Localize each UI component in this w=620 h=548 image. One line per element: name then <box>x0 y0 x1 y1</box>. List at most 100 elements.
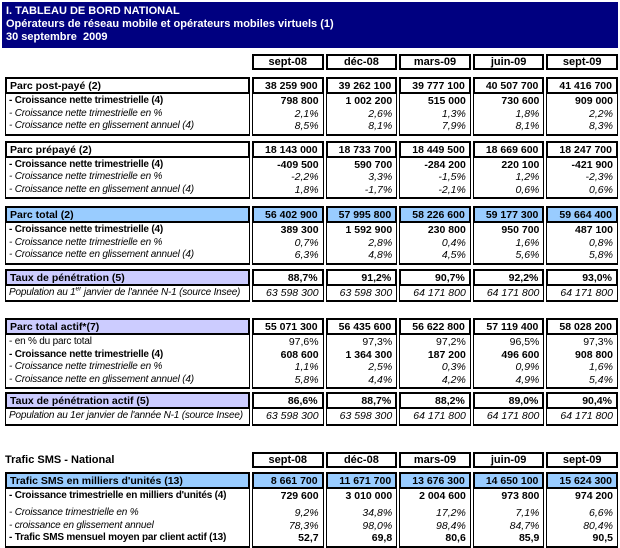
report-subtitle: Opérateurs de réseau mobile et opérateur… <box>6 18 334 30</box>
body-value-column: 515 000 1,3% 7,9% <box>399 94 471 136</box>
block-title-value: 15 624 300 <box>546 471 618 489</box>
block-title-label: Parc prépayé (2) <box>5 140 250 158</box>
month-header: sept-08 <box>252 54 324 70</box>
cell-value: 1 364 300 <box>345 348 393 361</box>
cell-value: 0,8% <box>589 236 613 249</box>
body-value-column: 950 700 1,6% 5,6% <box>472 223 545 265</box>
row-label: - Croissance nette trimestrielle en % <box>9 171 163 182</box>
body-value-column: 590 700 3,3% -1,7% <box>325 157 398 199</box>
block-title-label: Parc total (2) <box>5 206 250 223</box>
months-header-row: Trafic SMS - National sept-08 déc-08 mars-0… <box>5 451 618 468</box>
cell-value: 5,8% <box>589 249 613 261</box>
block-body: - Croissance nette trimestrielle (4) - Cr… <box>5 223 618 265</box>
block-title-value: 18 733 700 <box>325 140 398 158</box>
body-value-column: 97,2% 187 200 0,3% 4,2% <box>399 335 471 389</box>
block-title-value: 59 177 300 <box>472 206 545 223</box>
cell-value: 97,3% <box>362 336 393 348</box>
block-title-value: 56 622 800 <box>399 318 471 335</box>
block-parc-total-actif: Parc total actif*(7) 55 071 300 56 435 600… <box>5 318 618 389</box>
body-label-column: - Croissance nette trimestrielle (4) - Cr… <box>5 223 250 265</box>
block-title-value: 57 119 400 <box>472 318 545 335</box>
block-title-label: Parc total actif*(7) <box>5 318 250 335</box>
body-value-column: 63 598 300 <box>325 409 398 426</box>
body-value-column: 2 004 600 17,2% 98,4% 80,6 <box>399 488 471 548</box>
body-value-column: 730 600 1,8% 8,1% <box>472 94 545 136</box>
month-header: juin-09 <box>472 54 545 70</box>
body-value-column: 973 800 7,1% 84,7% 85,9 <box>472 488 545 548</box>
body-label-column: - Croissance nette trimestrielle (4) - Cr… <box>5 94 250 136</box>
body-value-column: 97,3% 908 800 1,6% 5,4% <box>546 335 618 389</box>
sms-section-label: Trafic SMS - National <box>5 453 115 466</box>
block-parc-total: Parc total (2) 56 402 900 57 995 800 58 226… <box>5 206 618 265</box>
block-title-value: 59 664 400 <box>546 206 618 223</box>
cell-value: 908 800 <box>575 348 613 361</box>
cell-value: 1,3% <box>441 107 466 120</box>
row-label: - Croissance nette en glissement annuel … <box>9 183 194 195</box>
body-value-column: 3 010 000 34,8% 98,0% 69,8 <box>325 488 398 548</box>
cell-value: 389 300 <box>280 224 319 236</box>
block-title-value: 18 669 600 <box>472 140 545 158</box>
block-title-value: 57 995 800 <box>325 206 398 223</box>
cell-value: 8,5% <box>294 120 319 132</box>
cell-value: 80,6 <box>445 532 466 544</box>
cell-value: 4,9% <box>515 373 540 386</box>
row-label: Population au 1er janvier de l'année N-1… <box>9 410 243 421</box>
cell-value: 0,3% <box>441 361 466 373</box>
block-title-row: Parc total (2) 56 402 900 57 995 800 58 226… <box>5 206 618 223</box>
cell-value: 0,7% <box>294 236 319 249</box>
cell-value: 4,8% <box>368 249 393 261</box>
cell-value: 2 004 600 <box>419 489 466 502</box>
block-title-value: 92,2% <box>472 268 545 286</box>
row-label: - Trafic SMS mensuel moyen par client ac… <box>9 532 227 543</box>
block-title-value: 91,2% <box>325 268 398 286</box>
block-title-row: Taux de pénétration (5) 88,7% 91,2% 90,7% 92… <box>5 268 618 286</box>
month-header: sept-09 <box>546 451 618 468</box>
block-title-value: 88,7% <box>325 392 398 409</box>
body-value-column: 64 171 800 <box>472 285 545 302</box>
cell-value: 2,1% <box>294 107 319 120</box>
cell-value: 2,2% <box>589 107 613 120</box>
block-title-label: Taux de pénétration actif (5) <box>5 392 250 409</box>
block-body: - Croissance nette trimestrielle (4) - Cr… <box>5 94 618 136</box>
row-label: - Croissance nette trimestrielle en % <box>9 236 163 248</box>
cell-value: -1,5% <box>438 171 466 183</box>
row-label: - Croissance nette trimestrielle en % <box>9 361 163 372</box>
superscript: er <box>75 286 82 293</box>
cell-value: 1,2% <box>515 171 540 183</box>
cell-value: 4,2% <box>441 373 466 386</box>
cell-value: 230 800 <box>427 224 466 236</box>
block-title-row: Taux de pénétration actif (5) 86,6% 88,7% 8… <box>5 392 618 409</box>
cell-value: -409 500 <box>277 158 319 171</box>
block-title-value: 18 143 000 <box>252 140 324 158</box>
body-value-column: 64 171 800 <box>546 285 618 302</box>
cell-value: 98,4% <box>436 519 466 532</box>
block-body: - Croissance trimestrielle en milliers d… <box>5 488 618 548</box>
block-title-value: 56 435 600 <box>325 318 398 335</box>
block-title-label: Taux de pénétration (5) <box>5 268 250 286</box>
block-title-value: 40 507 700 <box>472 77 545 94</box>
cell-value: 85,9 <box>518 532 540 544</box>
block-title-value: 86,6% <box>252 392 324 409</box>
block-parc-post-paye: Parc post-payé (2) 38 259 900 39 262 100 39… <box>5 77 618 136</box>
block-title-value: 8 661 700 <box>252 471 324 489</box>
block-title-value: 88,7% <box>252 268 324 286</box>
cell-value: 9,2% <box>294 507 319 519</box>
row-label: - Croissance nette en glissement annuel … <box>9 120 194 131</box>
row-label: - croissance en glissement annuel <box>9 519 154 531</box>
cell-value: -2,2% <box>291 171 319 183</box>
block-taux-penetration: Taux de pénétration (5) 88,7% 91,2% 90,7% 92… <box>5 268 618 302</box>
cell-value: 909 000 <box>575 95 613 107</box>
block-title-value: 88,2% <box>399 392 471 409</box>
body-value-column: -409 500 -2,2% 1,8% <box>252 157 324 199</box>
body-label-column: - en % du parc total - Croissance nette t… <box>5 335 250 389</box>
cell-value: 5,4% <box>589 373 613 386</box>
block-title-row: Parc total actif*(7) 55 071 300 56 435 600… <box>5 318 618 335</box>
block-title-value: 90,4% <box>546 392 618 409</box>
block-title-row: Trafic SMS en milliers d'unités (13) 8 66… <box>5 471 618 489</box>
cell-value: 1,6% <box>589 361 613 373</box>
month-header: sept-09 <box>546 54 618 70</box>
cell-value: 63 598 300 <box>266 286 319 299</box>
row-label: - en % du parc total <box>9 336 92 347</box>
body-label-column: - Croissance trimestrielle en milliers d… <box>5 488 250 548</box>
block-title-value: 39 777 100 <box>399 77 471 94</box>
